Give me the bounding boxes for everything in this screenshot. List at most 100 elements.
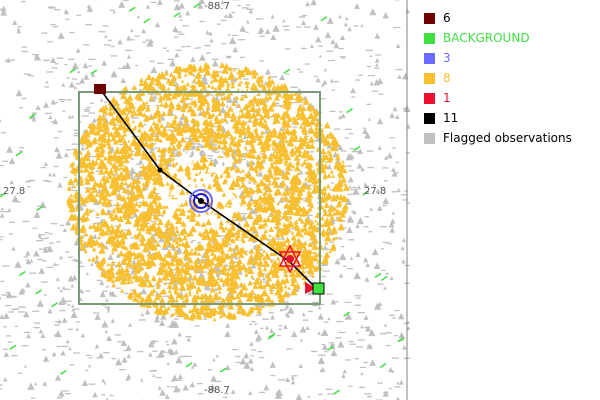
observation-marker xyxy=(261,151,268,158)
flagged-observation-marker xyxy=(106,397,109,400)
flagged-observation-marker xyxy=(192,73,196,77)
observation-marker xyxy=(290,275,298,283)
observation-marker xyxy=(266,255,272,260)
observation-marker xyxy=(209,144,215,149)
source-1-star-up[interactable] xyxy=(278,244,302,267)
flagged-observation-marker xyxy=(50,99,56,105)
observation-marker xyxy=(315,161,320,166)
observation-marker xyxy=(94,223,102,232)
observation-marker xyxy=(266,82,272,88)
flagged-observation-marker xyxy=(99,280,105,286)
source-1-star-down[interactable] xyxy=(278,251,302,274)
observation-marker xyxy=(115,260,123,267)
observation-marker xyxy=(226,227,232,233)
observation-marker xyxy=(183,312,191,320)
observation-marker xyxy=(292,90,298,96)
observation-marker xyxy=(288,214,293,220)
observation-marker xyxy=(203,123,210,130)
observation-marker xyxy=(209,80,214,84)
observation-marker xyxy=(87,174,95,182)
observation-marker xyxy=(221,192,227,197)
observation-marker xyxy=(69,213,77,221)
flagged-observation-marker xyxy=(92,233,98,239)
observation-marker xyxy=(267,94,273,100)
background-end-marker[interactable] xyxy=(312,282,325,295)
source-11-marker[interactable] xyxy=(198,198,204,204)
observation-marker xyxy=(296,151,303,158)
plot-area[interactable]: -88.7 27.8 27.8 -88.7 xyxy=(0,0,410,400)
legend-item[interactable]: 8 xyxy=(424,68,594,88)
observation-marker xyxy=(187,179,192,185)
flagged-observation-marker xyxy=(401,238,406,242)
flagged-observation-marker xyxy=(109,145,115,152)
observation-marker xyxy=(83,208,90,216)
observation-marker xyxy=(150,167,158,175)
observation-marker xyxy=(212,229,221,237)
observation-marker xyxy=(267,181,272,186)
observation-marker xyxy=(126,94,134,101)
observation-marker xyxy=(185,240,189,244)
observation-marker xyxy=(281,214,286,219)
observation-marker xyxy=(250,274,255,279)
flagged-observation-marker xyxy=(174,52,180,58)
observation-marker xyxy=(187,278,192,283)
legend-item[interactable]: 6 xyxy=(424,8,594,28)
observation-marker xyxy=(114,147,121,154)
observation-marker xyxy=(283,191,287,196)
observation-marker xyxy=(111,133,116,138)
observation-marker xyxy=(244,272,249,277)
flagged-observation-marker xyxy=(389,275,394,280)
observation-marker xyxy=(121,124,128,130)
source-6-marker[interactable] xyxy=(94,84,106,94)
observation-marker xyxy=(118,222,122,227)
flagged-observation-marker xyxy=(382,11,390,19)
legend-item[interactable]: 11 xyxy=(424,108,594,128)
observation-marker xyxy=(130,188,135,193)
source-3-outer-ring[interactable] xyxy=(189,189,213,213)
flagged-observation-marker xyxy=(261,159,266,164)
observation-marker xyxy=(238,107,244,113)
observation-marker xyxy=(228,70,235,77)
legend-item[interactable]: 3 xyxy=(424,48,594,68)
observation-marker xyxy=(118,166,123,170)
observation-marker xyxy=(189,83,195,89)
observation-marker xyxy=(88,170,93,175)
flagged-observation-marker xyxy=(167,348,172,353)
observation-marker xyxy=(286,115,290,120)
observation-marker xyxy=(269,259,274,263)
flagged-observation-marker xyxy=(3,312,10,319)
sky-plot[interactable] xyxy=(0,0,410,400)
observation-marker xyxy=(112,138,119,145)
observation-marker xyxy=(125,194,131,200)
observation-marker xyxy=(185,232,190,237)
legend-item[interactable]: 1 xyxy=(424,88,594,108)
observation-marker xyxy=(195,307,200,312)
observation-marker xyxy=(262,266,268,272)
observation-marker xyxy=(272,132,276,136)
observation-marker xyxy=(150,150,157,157)
observation-marker xyxy=(200,293,205,298)
flagged-observation-marker xyxy=(77,70,81,74)
legend-item[interactable]: BACKGROUND xyxy=(424,28,594,48)
observation-marker xyxy=(126,273,133,279)
observation-marker xyxy=(231,263,236,268)
legend-label: BACKGROUND xyxy=(443,31,530,45)
observation-marker xyxy=(194,71,202,79)
observation-marker xyxy=(195,285,202,292)
flagged-observation-marker xyxy=(101,320,109,328)
flagged-observation-marker xyxy=(360,371,364,376)
observation-marker xyxy=(108,131,114,137)
observation-marker xyxy=(174,263,182,271)
observation-marker xyxy=(120,180,125,185)
observation-marker xyxy=(265,216,272,223)
observation-marker xyxy=(172,187,181,195)
source-1-marker[interactable] xyxy=(286,255,294,263)
observation-marker xyxy=(192,260,201,269)
observation-marker xyxy=(227,245,234,252)
observation-marker xyxy=(250,112,256,118)
source-3-inner-ring[interactable] xyxy=(193,193,209,209)
observation-marker xyxy=(168,151,175,158)
observation-marker xyxy=(293,220,297,225)
observation-marker xyxy=(240,128,245,133)
observation-marker xyxy=(267,115,271,120)
